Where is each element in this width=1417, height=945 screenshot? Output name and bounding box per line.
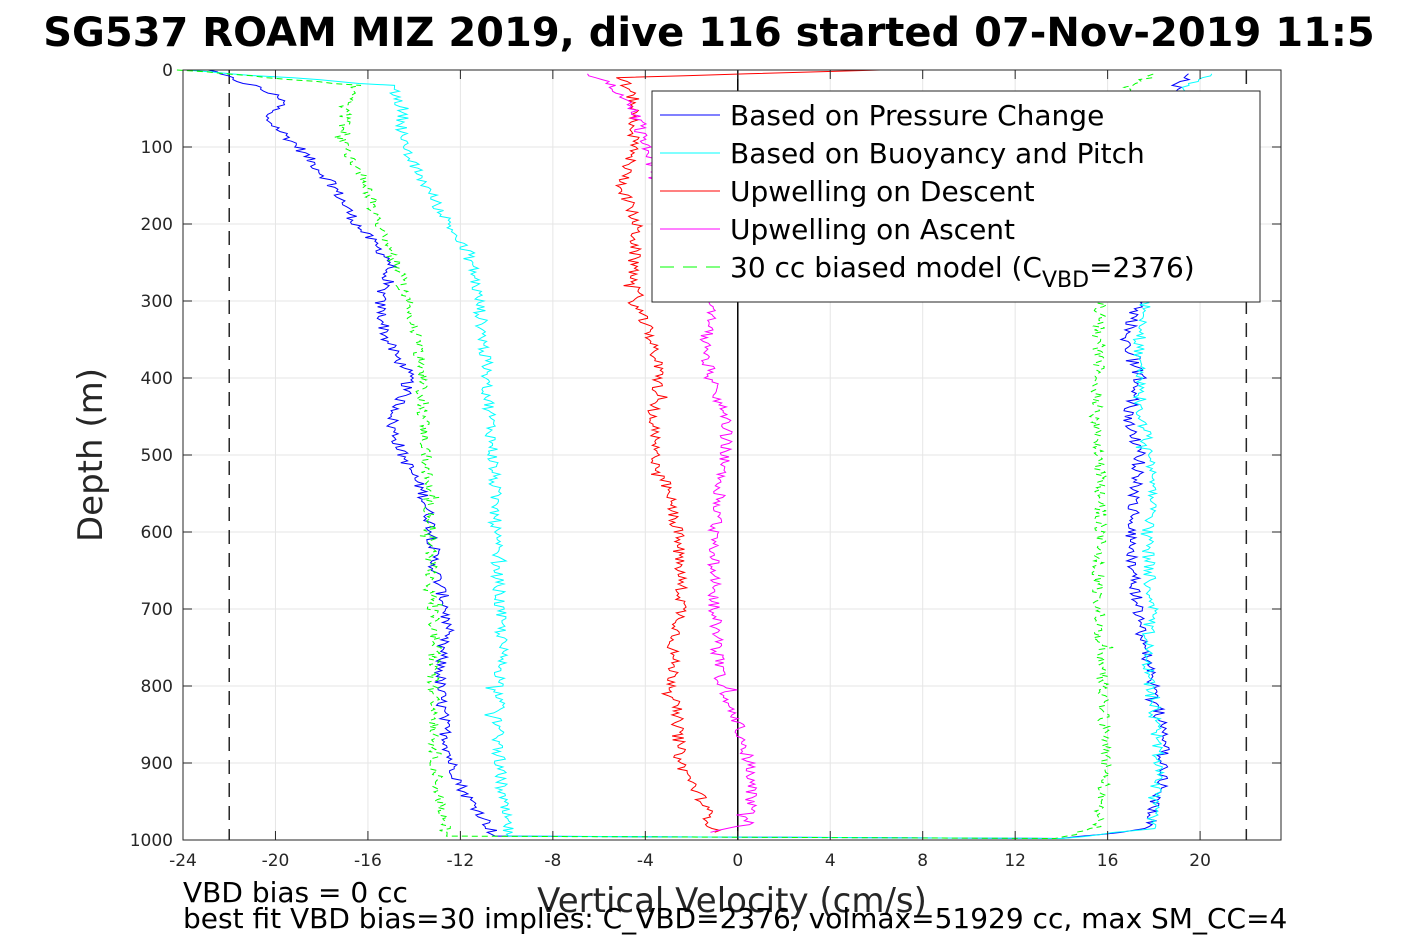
legend-label-3: Upwelling on Ascent <box>730 213 1015 246</box>
x-tick-label-4: -8 <box>544 851 561 871</box>
data-series <box>176 69 1213 840</box>
y-tick-label-2: 200 <box>141 215 173 235</box>
y-tick-label-6: 600 <box>141 523 173 543</box>
x-tick-label-7: 4 <box>825 851 836 871</box>
x-tick-label-11: 20 <box>1189 851 1211 871</box>
x-axis-label: Vertical Velocity (cm/s) <box>537 881 927 921</box>
x-tick-label-5: -4 <box>637 851 654 871</box>
x-tick-label-2: -16 <box>354 851 382 871</box>
y-axis-label: Depth (m) <box>71 368 111 542</box>
y-tick-label-3: 300 <box>141 292 173 312</box>
best-fit-annotation: best fit VBD bias=30 implies: C_VBD=2376… <box>183 902 1287 935</box>
y-tick-label-10: 1000 <box>130 831 173 851</box>
legend-label-4: 30 cc biased model (CVBD=2376) <box>730 251 1195 293</box>
legend-label-2: Upwelling on Descent <box>730 175 1035 208</box>
y-tick-label-0: 0 <box>162 61 173 81</box>
y-tick-label-8: 800 <box>141 677 173 697</box>
x-tick-label-8: 8 <box>917 851 928 871</box>
chart-title: SG537 ROAM MIZ 2019, dive 116 started 07… <box>43 10 1375 56</box>
x-tick-label-10: 16 <box>1097 851 1119 871</box>
x-tick-label-1: -20 <box>262 851 290 871</box>
x-tick-label-3: -12 <box>446 851 474 871</box>
x-tick-label-6: 0 <box>732 851 743 871</box>
x-tick-label-9: 12 <box>1004 851 1026 871</box>
legend-label-1: Based on Buoyancy and Pitch <box>730 137 1145 170</box>
legend: Based on Pressure Change Based on Buoyanc… <box>651 90 1261 303</box>
y-tick-label-5: 500 <box>141 446 173 466</box>
legend-box <box>651 90 1261 303</box>
vbd-bias-annotation: VBD bias = 0 cc <box>183 876 408 909</box>
y-axis-ticks: 0 100 200 300 400 500 600 700 800 900 1000 <box>130 61 1281 851</box>
y-tick-label-1: 100 <box>141 138 173 158</box>
x-axis-ticks: -24 -20 -16 -12 -8 -4 0 4 8 12 16 20 <box>169 70 1211 871</box>
legend-label-0: Based on Pressure Change <box>730 99 1104 132</box>
y-tick-label-4: 400 <box>141 369 173 389</box>
y-tick-label-9: 900 <box>141 754 173 774</box>
series-line-2 <box>614 69 881 833</box>
y-tick-label-7: 700 <box>141 600 173 620</box>
series-line-4 <box>176 69 1155 840</box>
x-tick-label-0: -24 <box>169 851 197 871</box>
